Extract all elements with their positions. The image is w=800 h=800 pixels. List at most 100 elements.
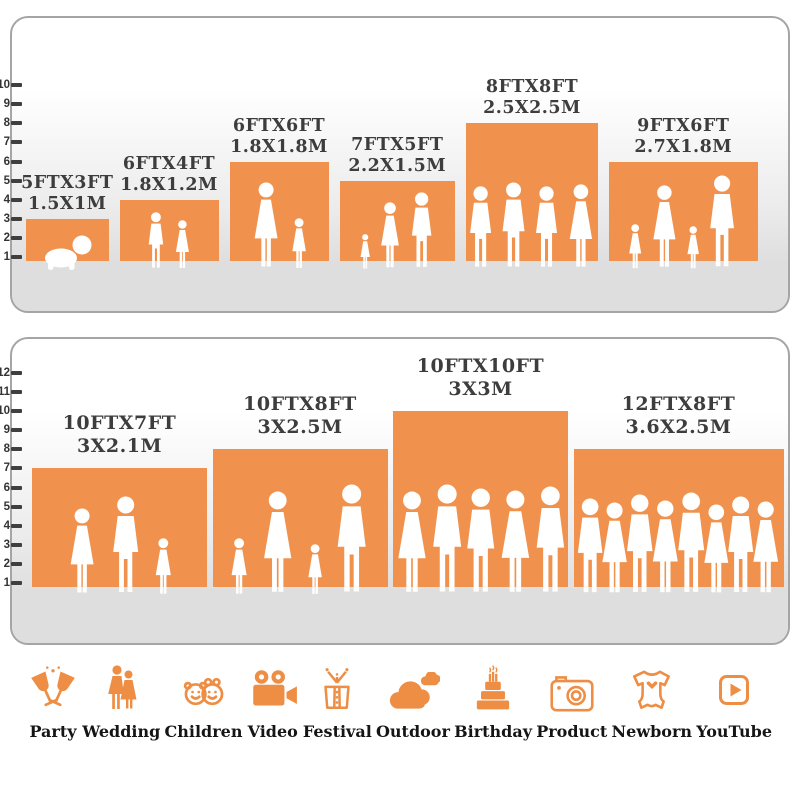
tick-label: 7 xyxy=(3,136,10,149)
wedding-icon xyxy=(98,660,144,714)
category-row: Party Wedding Children Video Festival xyxy=(28,660,772,741)
category-label: Party xyxy=(29,722,77,741)
category-label: YouTube xyxy=(696,722,772,741)
bar-size-m: 2.2X1.5M xyxy=(348,155,447,176)
tick-label: 5 xyxy=(3,174,10,187)
backdrop-bar-10x10: 10FTX10FT 3X3M xyxy=(393,355,568,592)
tick-label: 2 xyxy=(3,231,10,244)
category-label: Newborn xyxy=(611,722,693,741)
tick-label: 4 xyxy=(3,519,10,532)
backdrop-bar-6x4: 6FTX4FT 1.8X1.2M xyxy=(119,154,219,268)
bar-size-ft: 10FTX7FT xyxy=(62,412,177,435)
category-party: Party xyxy=(28,660,78,741)
bar-size-ft: 5FTX3FT xyxy=(21,172,114,193)
tick-label: 1 xyxy=(3,251,10,263)
bar-size-label: 6FTX4FT 1.8X1.2M xyxy=(120,154,218,196)
tick-label: 1 xyxy=(3,577,10,589)
category-wedding: Wedding xyxy=(82,660,160,741)
tick-label: 9 xyxy=(3,424,10,437)
bar-size-m: 3X2.1M xyxy=(76,435,163,458)
category-label: Outdoor xyxy=(375,722,450,741)
people-silhouette-icon xyxy=(45,235,92,270)
tick-label: 6 xyxy=(3,155,10,168)
bar-size-m: 1.8X1.8M xyxy=(230,136,328,157)
bar-size-label: 10FTX10FT 3X3M xyxy=(417,355,544,401)
category-outdoor: Outdoor xyxy=(376,660,450,741)
bar-size-m: 3X3M xyxy=(448,378,513,401)
tick-label: 6 xyxy=(3,481,10,494)
backdrop-bar-7x5: 7FTX5FT 2.2X1.5M xyxy=(339,135,455,269)
youtube-icon xyxy=(710,660,758,714)
bar-size-label: 12FTX8FT 3.6X2.5M xyxy=(622,393,736,439)
category-newborn: Newborn xyxy=(611,660,693,741)
tick-label: 8 xyxy=(3,117,10,130)
festival-icon xyxy=(312,660,362,714)
backdrop-bar-6x6: 6FTX6FT 1.8X1.8M xyxy=(229,116,329,268)
tick-label: 7 xyxy=(3,462,10,475)
bar-size-ft: 6FTX6FT xyxy=(232,115,326,136)
bar-size-label: 7FTX5FT 2.2X1.5M xyxy=(348,135,446,177)
newborn-icon xyxy=(627,660,677,714)
backdrop-bar-10x7: 10FTX7FT 3X2.1M xyxy=(32,412,207,594)
people-silhouette-icon xyxy=(397,484,564,592)
backdrop-bar-10x8: 10FTX8FT 3X2.5M xyxy=(212,393,388,594)
bar-size-ft: 6FTX4FT xyxy=(122,153,216,174)
bar-size-m: 3X2.5M xyxy=(257,416,343,439)
people-silhouette-icon xyxy=(148,212,189,268)
bar-size-label: 5FTX3FT 1.5X1M xyxy=(21,173,113,215)
people-silhouette-icon xyxy=(70,496,171,594)
bar-size-ft: 9FTX6FT xyxy=(637,115,730,136)
tick-label: 3 xyxy=(3,212,10,225)
tick-label: 10 xyxy=(0,405,10,418)
bar-size-ft: 10FTX8FT xyxy=(243,393,357,416)
tick-label: 2 xyxy=(3,557,10,570)
category-youtube: YouTube xyxy=(696,660,772,741)
category-label: Festival xyxy=(302,722,372,741)
people-silhouette-icon xyxy=(470,182,593,267)
bar-size-label: 10FTX8FT 3X2.5M xyxy=(243,393,357,439)
backdrop-bar-5x3: 5FTX3FT 1.5X1M xyxy=(21,173,113,270)
people-silhouette-icon xyxy=(231,484,366,594)
people-silhouette-icon xyxy=(577,492,778,593)
bar-size-ft: 12FTX8FT xyxy=(621,393,736,416)
backdrop-bar-8x8: 8FTX8FT 2.5X2.5M xyxy=(466,77,598,267)
backdrop-bar-9x6: 9FTX6FT 2.7X1.8M xyxy=(609,116,758,269)
category-festival: Festival xyxy=(303,660,372,741)
video-icon xyxy=(247,660,299,714)
category-label: Birthday xyxy=(454,722,533,741)
people-silhouette-icon xyxy=(254,182,306,268)
product-icon xyxy=(546,660,598,714)
category-children: Children xyxy=(164,660,243,741)
bar-size-ft: 7FTX5FT xyxy=(351,134,444,155)
bar-size-ft: 10FTX10FT xyxy=(416,355,545,378)
birthday-icon xyxy=(468,660,518,714)
category-product: Product xyxy=(536,660,607,741)
floor-strip xyxy=(12,263,788,311)
bar-size-label: 10FTX7FT 3X2.1M xyxy=(63,412,177,458)
tick-label: 9 xyxy=(3,98,10,111)
category-label: Video xyxy=(247,722,298,741)
bar-size-m: 2.7X1.8M xyxy=(634,136,733,157)
bar-size-m: 1.5X1M xyxy=(27,193,107,214)
tick-label: 8 xyxy=(3,443,10,456)
tick-label: 4 xyxy=(3,193,10,206)
category-video: Video xyxy=(247,660,299,741)
tick-label: 11 xyxy=(0,386,10,398)
people-silhouette-icon xyxy=(360,192,432,269)
category-label: Children xyxy=(164,722,243,741)
bar-size-m: 1.8X1.2M xyxy=(120,174,218,195)
bar-size-label: 8FTX8FT 2.5X2.5M xyxy=(483,77,581,119)
people-silhouette-icon xyxy=(629,175,735,269)
outdoor-icon xyxy=(386,660,440,714)
category-label: Wedding xyxy=(82,722,161,741)
category-label: Product xyxy=(536,722,608,741)
bar-size-label: 6FTX6FT 1.8X1.8M xyxy=(230,116,328,158)
tick-label: 10 xyxy=(0,79,10,92)
bar-size-m: 3.6X2.5M xyxy=(625,416,732,439)
party-icon xyxy=(28,660,78,714)
category-birthday: Birthday xyxy=(454,660,532,741)
tick-label: 3 xyxy=(3,538,10,551)
backdrop-bar-12x8: 12FTX8FT 3.6X2.5M xyxy=(573,393,784,593)
floor-strip xyxy=(12,589,788,643)
